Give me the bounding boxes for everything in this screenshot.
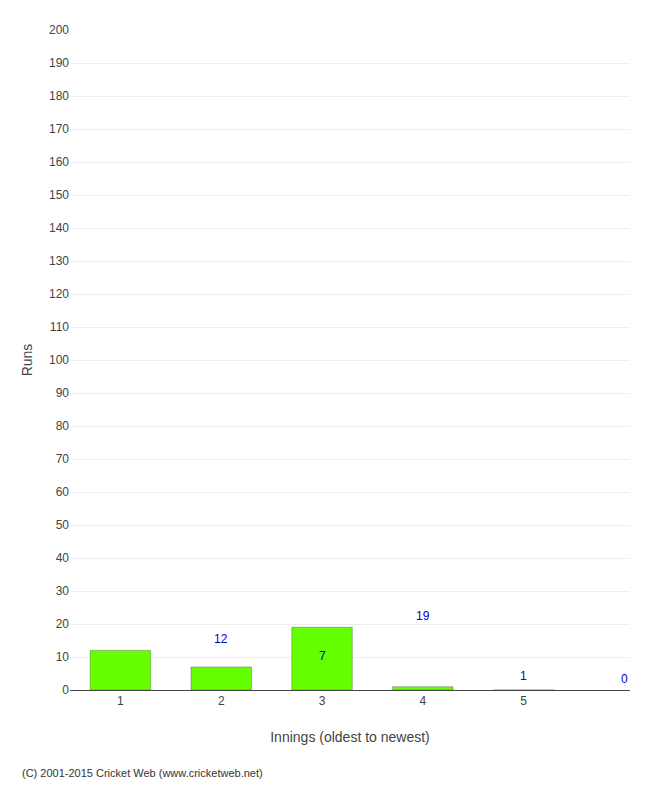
svg-text:160: 160	[49, 155, 69, 169]
svg-text:1: 1	[117, 694, 124, 708]
svg-text:80: 80	[56, 419, 70, 433]
svg-text:30: 30	[56, 584, 70, 598]
svg-text:170: 170	[49, 122, 69, 136]
svg-text:(C) 2001-2015 Cricket Web (www: (C) 2001-2015 Cricket Web (www.cricketwe…	[22, 767, 263, 779]
svg-text:10: 10	[56, 650, 70, 664]
svg-text:110: 110	[50, 320, 69, 334]
svg-text:Runs: Runs	[19, 344, 35, 377]
svg-text:1: 1	[520, 669, 527, 683]
svg-text:Innings (oldest to newest): Innings (oldest to newest)	[270, 729, 430, 745]
svg-text:40: 40	[56, 551, 70, 565]
svg-text:70: 70	[56, 452, 70, 466]
svg-text:200: 200	[49, 23, 69, 37]
svg-text:3: 3	[319, 694, 326, 708]
svg-text:90: 90	[56, 386, 70, 400]
svg-text:100: 100	[49, 353, 69, 367]
svg-text:20: 20	[56, 617, 70, 631]
svg-text:190: 190	[49, 56, 69, 70]
svg-text:50: 50	[56, 518, 70, 532]
svg-text:5: 5	[520, 694, 527, 708]
svg-text:0: 0	[62, 683, 69, 697]
svg-text:180: 180	[49, 89, 69, 103]
svg-text:4: 4	[420, 694, 427, 708]
svg-text:7: 7	[319, 649, 326, 663]
svg-text:60: 60	[56, 485, 70, 499]
svg-text:130: 130	[49, 254, 69, 268]
svg-text:140: 140	[49, 221, 69, 235]
svg-text:2: 2	[218, 694, 225, 708]
svg-text:19: 19	[416, 609, 430, 623]
svg-text:120: 120	[49, 287, 69, 301]
svg-text:0: 0	[621, 672, 628, 686]
svg-text:150: 150	[49, 188, 69, 202]
svg-text:12: 12	[214, 632, 228, 646]
